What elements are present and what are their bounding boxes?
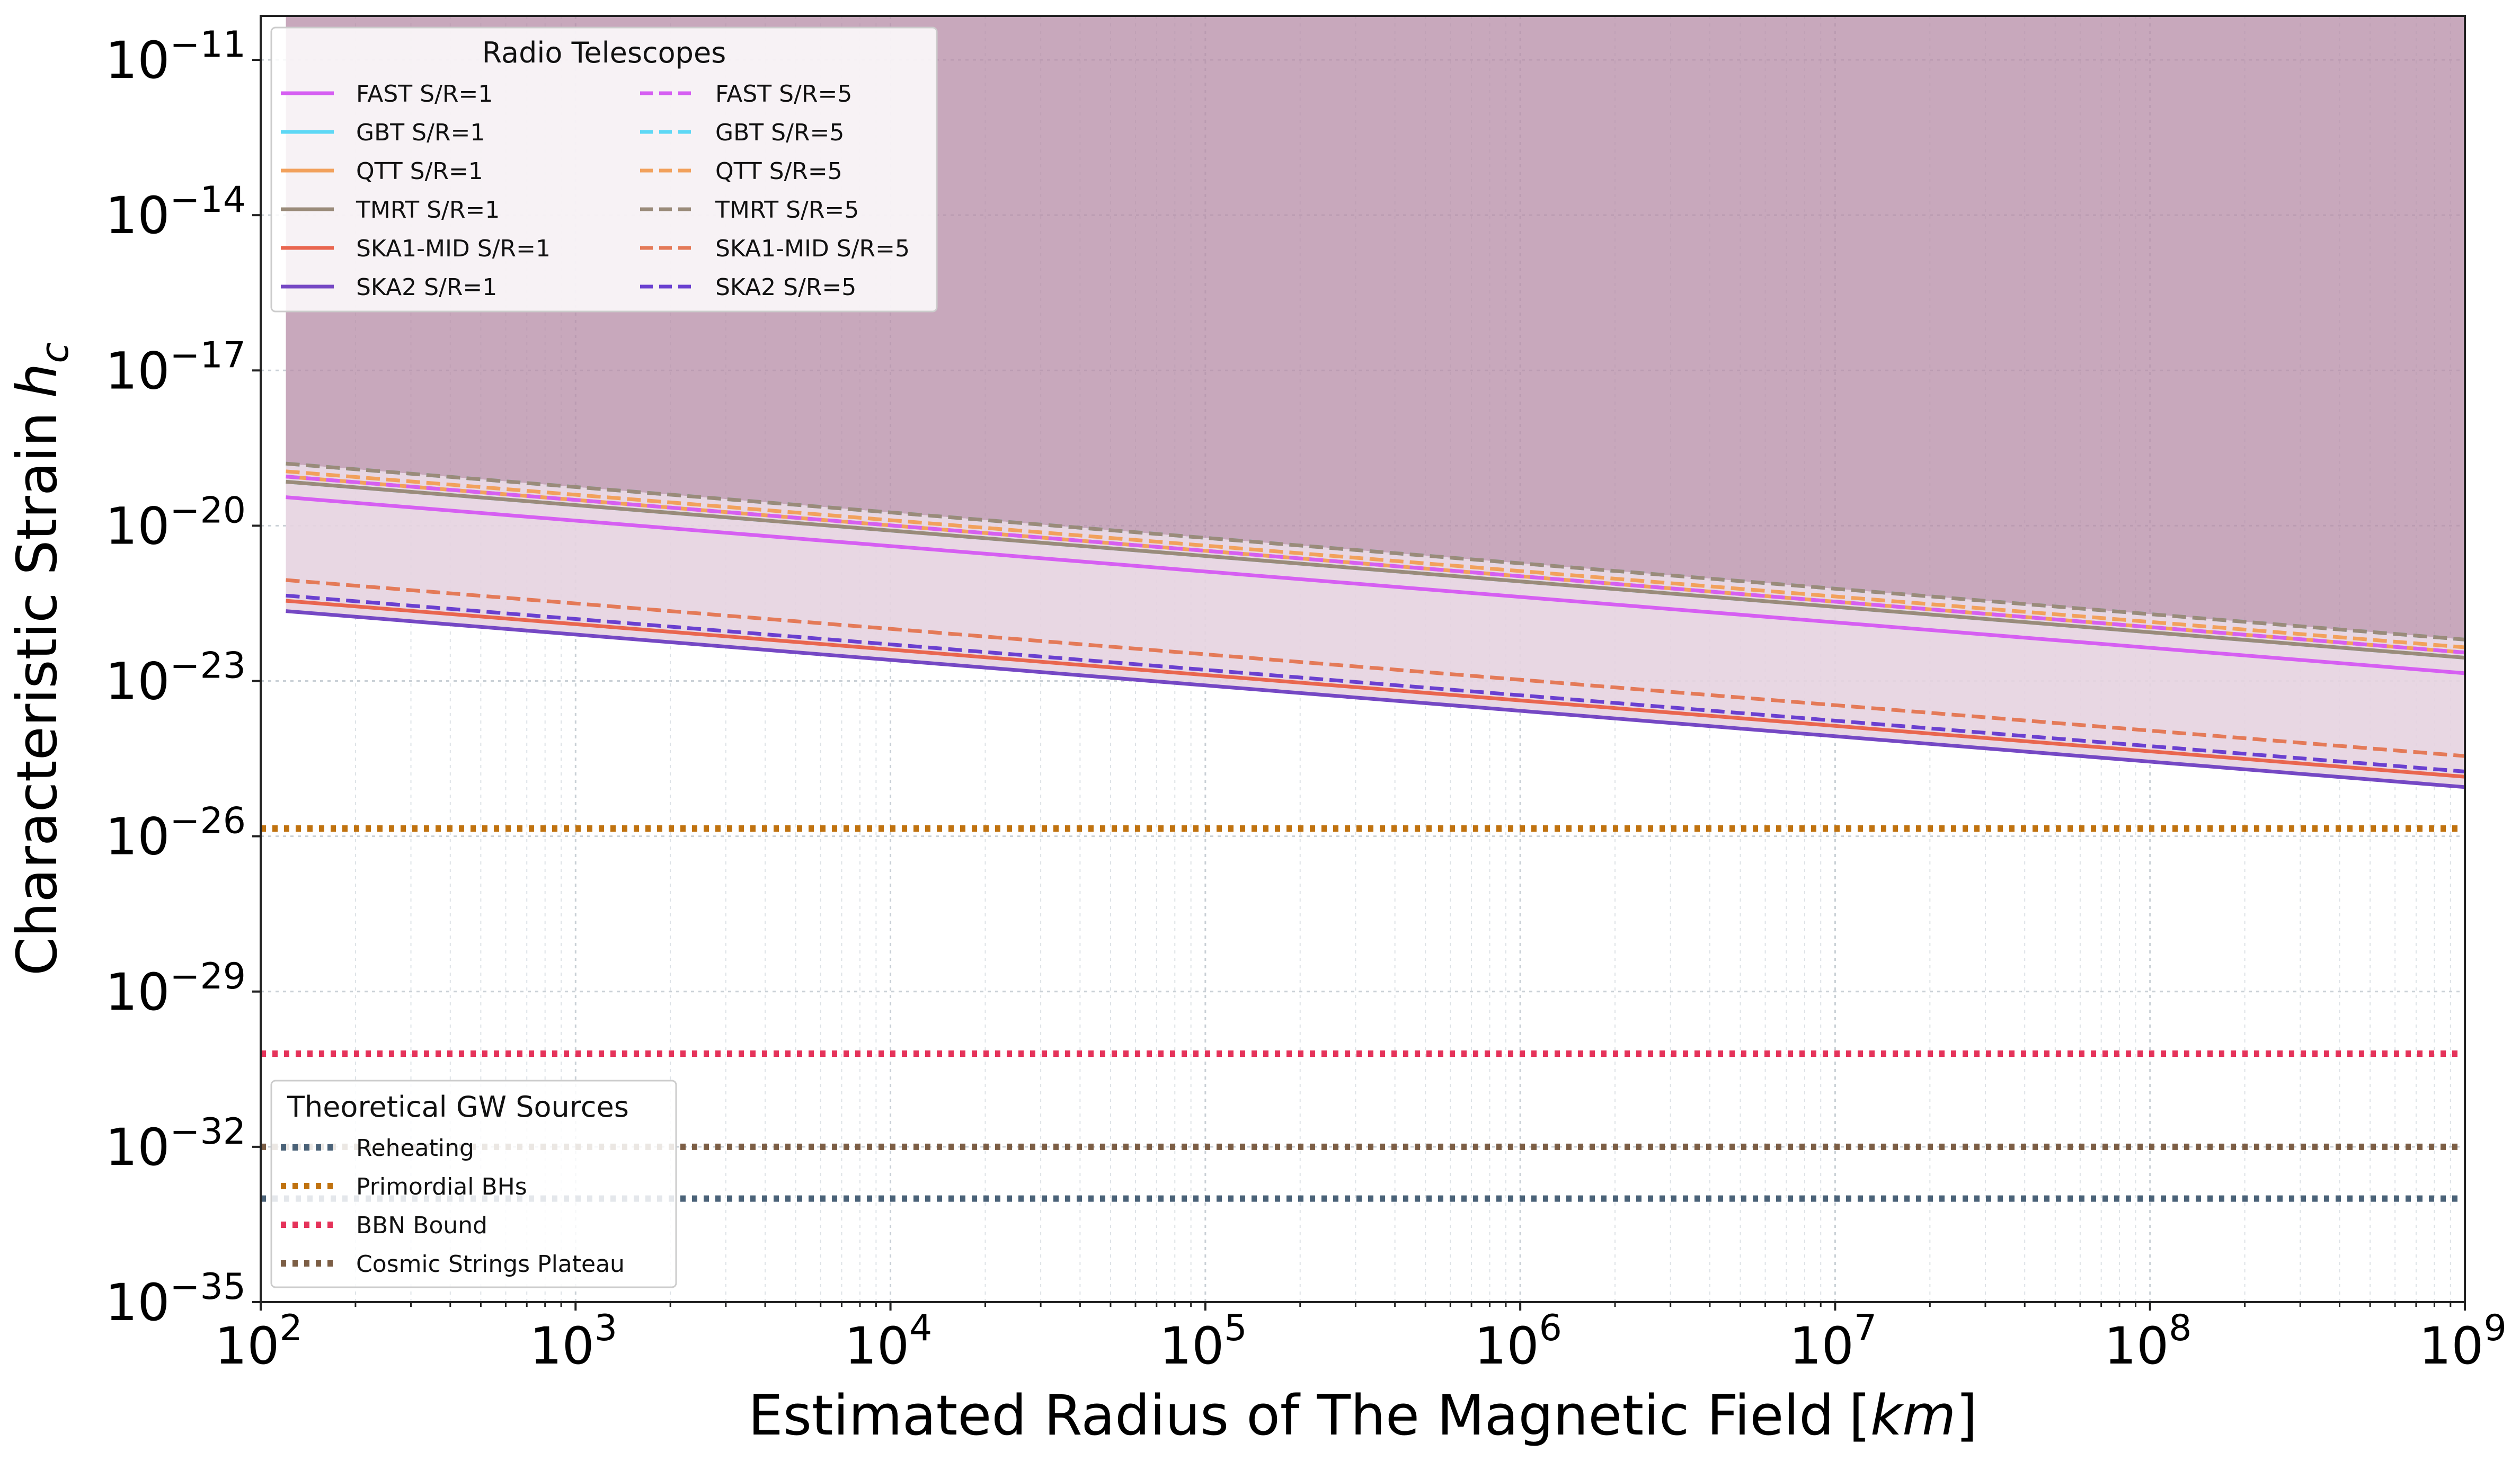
y-tick-label: 10−26 xyxy=(105,800,246,867)
tick-base: 10 xyxy=(1789,1316,1854,1376)
legend-label: Primordial BHs xyxy=(356,1173,527,1200)
series-line xyxy=(286,578,2465,758)
legend-gw-sources: Theoretical GW Sources Reheating Primordi… xyxy=(270,1080,677,1288)
x-axis-label: Estimated Radius of The Magnetic Field [k… xyxy=(748,1383,1977,1448)
series-line xyxy=(286,475,2465,655)
y-axis-label: Characteristic Strainhc xyxy=(5,342,77,976)
x-tick-label: 104 xyxy=(845,1307,932,1376)
legend-label: BBN Bound xyxy=(356,1212,487,1239)
legend-items: FAST S/R=1 GBT S/R=1 QTT S/R=1 TMRT S/R=1 SK… xyxy=(281,81,910,301)
series-line xyxy=(286,599,2465,779)
x-tick-label: 103 xyxy=(530,1307,617,1376)
legend-label: Reheating xyxy=(356,1135,474,1162)
tick-base: 10 xyxy=(105,496,170,556)
legend-box xyxy=(270,26,938,313)
tick-exponent: 9 xyxy=(2483,1307,2506,1349)
series-line xyxy=(286,495,2465,675)
tick-base: 10 xyxy=(530,1316,594,1376)
legend-label: SKA2 S/R=1 xyxy=(356,274,497,301)
legend-label: FAST S/R=1 xyxy=(356,81,493,108)
series-line xyxy=(286,461,2465,642)
tick-base: 10 xyxy=(105,31,170,90)
legend-label: GBT S/R=1 xyxy=(356,119,485,146)
tick-exponent: −29 xyxy=(170,956,246,997)
tick-exponent: −26 xyxy=(170,800,246,842)
y-tick-label: 10−20 xyxy=(105,489,246,556)
x-tick-label: 107 xyxy=(1789,1307,1877,1376)
y-tick-label: 10−11 xyxy=(105,24,246,90)
x-tick-label: 109 xyxy=(2419,1307,2506,1376)
y-tick-label: 10−14 xyxy=(105,179,246,245)
series-line xyxy=(286,593,2465,773)
tick-exponent: 3 xyxy=(594,1307,617,1349)
tick-exponent: −11 xyxy=(170,24,246,66)
tick-exponent: 8 xyxy=(2169,1307,2191,1349)
tick-base: 10 xyxy=(105,652,170,711)
tick-base: 10 xyxy=(105,1118,170,1177)
tick-base: 10 xyxy=(1159,1316,1224,1376)
legend-label: SKA1-MID S/R=5 xyxy=(715,235,910,262)
tick-exponent: 5 xyxy=(1224,1307,1247,1349)
series-lines xyxy=(286,461,2465,789)
tick-base: 10 xyxy=(2104,1316,2169,1376)
tick-base: 10 xyxy=(105,186,170,245)
axis-ticks: 102 103 104 105 106 107 108 10910−1110−1410−171… xyxy=(105,24,2506,1376)
legend-items: Reheating Primordial BHs BBN Bound Cosmic S… xyxy=(281,1135,625,1278)
legend-label: FAST S/R=5 xyxy=(715,81,852,108)
legend-title: Radio Telescopes xyxy=(482,36,726,69)
y-tick-label: 10−17 xyxy=(105,334,246,400)
series-line xyxy=(286,479,2465,660)
tick-exponent: 7 xyxy=(1854,1307,1877,1349)
tick-exponent: −32 xyxy=(170,1111,246,1153)
tick-exponent: 4 xyxy=(909,1307,932,1349)
x-tick-label: 105 xyxy=(1159,1307,1247,1376)
shaded-region-sr1 xyxy=(286,464,2465,787)
tick-exponent: −23 xyxy=(170,645,246,687)
y-tick-label: 10−23 xyxy=(105,645,246,711)
legend-label: QTT S/R=5 xyxy=(715,158,842,185)
legend-label: GBT S/R=5 xyxy=(715,119,844,146)
legend-box xyxy=(270,1080,677,1288)
legend-label: Cosmic Strings Plateau xyxy=(356,1251,625,1278)
tick-base: 10 xyxy=(105,341,170,400)
y-tick-label: 10−32 xyxy=(105,1111,246,1177)
legend-radio-telescopes: Radio Telescopes FAST S/R=1 GBT S/R=1 QTT … xyxy=(270,26,938,313)
x-tick-label: 108 xyxy=(2104,1307,2191,1376)
legend-label: TMRT S/R=5 xyxy=(715,197,859,224)
plot-frame xyxy=(260,15,2466,1303)
y-tick-label: 10−35 xyxy=(105,1266,246,1332)
tick-base: 10 xyxy=(845,1316,909,1376)
y-tick-label: 10−29 xyxy=(105,956,246,1022)
tick-base: 10 xyxy=(105,1273,170,1332)
x-tick-label: 102 xyxy=(215,1307,302,1376)
legend-label: SKA2 S/R=5 xyxy=(715,274,856,301)
tick-base: 10 xyxy=(105,807,170,867)
tick-base: 10 xyxy=(215,1316,279,1376)
tick-exponent: −35 xyxy=(170,1266,246,1308)
tick-exponent: −17 xyxy=(170,334,246,376)
tick-exponent: −20 xyxy=(170,489,246,531)
x-tick-label: 106 xyxy=(1474,1307,1561,1376)
tick-base: 10 xyxy=(1474,1316,1539,1376)
tick-base: 10 xyxy=(105,963,170,1022)
series-line xyxy=(286,609,2465,789)
series-line xyxy=(286,469,2465,649)
legend-label: QTT S/R=1 xyxy=(356,158,483,185)
tick-exponent: −14 xyxy=(170,179,246,221)
legend-label: TMRT S/R=1 xyxy=(356,197,500,224)
tick-base: 10 xyxy=(2419,1316,2483,1376)
tick-exponent: 2 xyxy=(279,1307,302,1349)
tick-exponent: 6 xyxy=(1539,1307,1562,1349)
legend-title: Theoretical GW Sources xyxy=(287,1090,629,1124)
legend-label: SKA1-MID S/R=1 xyxy=(356,235,551,262)
